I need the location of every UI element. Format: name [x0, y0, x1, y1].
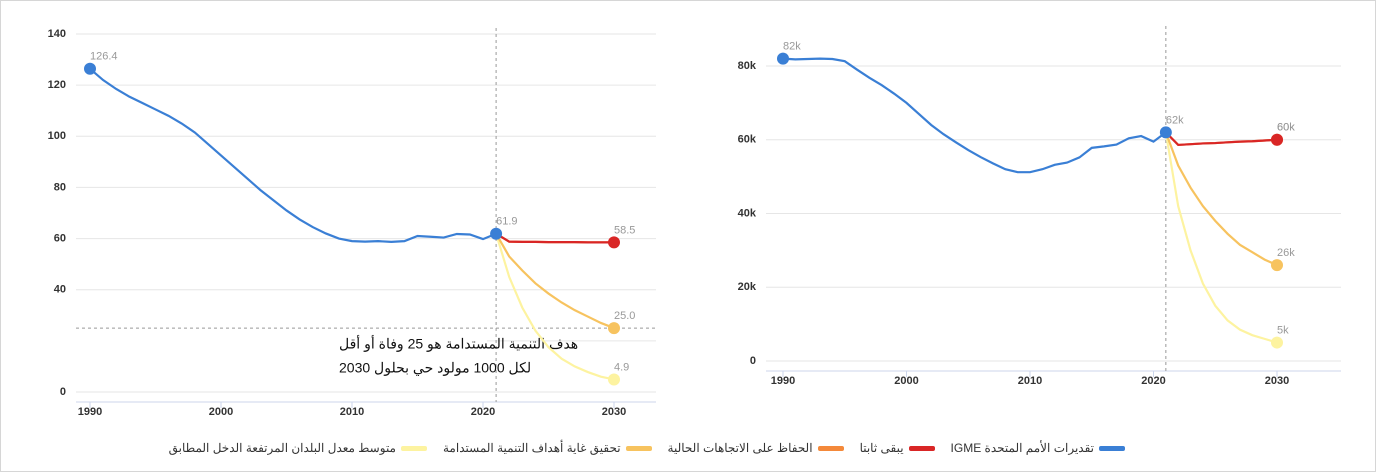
data-label: 82k — [783, 41, 801, 53]
point — [608, 373, 620, 386]
y-tick-label: 0 — [60, 386, 66, 398]
legend-label: يبقى ثابتا — [859, 441, 904, 455]
y-tick-label: 20k — [738, 281, 757, 293]
x-tick-label: 2020 — [1141, 375, 1165, 387]
legend-label: الحفاظ على الاتجاهات الحالية — [667, 441, 813, 455]
data-label: 126.4 — [90, 51, 118, 63]
legend-swatch — [908, 445, 935, 451]
point — [84, 62, 96, 75]
x-tick-label: 2000 — [209, 406, 233, 418]
legend-swatch — [401, 445, 427, 451]
x-tick-label: 2010 — [340, 406, 364, 418]
legend-swatch — [1099, 445, 1125, 451]
x-tick-label: 2010 — [1018, 375, 1042, 387]
legend-label: متوسط معدل البلدان المرتفعة الدخل المطاب… — [168, 441, 396, 455]
legend-item[interactable]: متوسط معدل البلدان المرتفعة الدخل المطاب… — [169, 441, 427, 455]
legend-item[interactable]: تقديرات الأمم المتحدة IGME — [951, 441, 1125, 455]
point — [490, 227, 503, 240]
y-tick-label: 140 — [48, 28, 66, 40]
series-line — [495, 233, 615, 381]
point — [1271, 259, 1283, 272]
legend-label: تحقيق غاية أهداف التنمية المستدامة — [443, 441, 621, 455]
y-tick-label: 60 — [54, 232, 66, 244]
point — [608, 236, 620, 249]
y-tick-label: 0 — [750, 355, 756, 367]
series-line — [1164, 132, 1278, 344]
x-tick-label: 2020 — [471, 406, 495, 418]
data-label: 60k — [1277, 122, 1295, 134]
x-tick-label: 2000 — [894, 375, 918, 387]
legend: تقديرات الأمم المتحدة IGME يبقى ثابتا الحف… — [169, 441, 1125, 455]
y-tick-label: 120 — [48, 79, 66, 91]
x-tick-label: 2030 — [602, 406, 626, 418]
y-tick-label: 40k — [738, 207, 757, 219]
data-label: 4.9 — [614, 361, 629, 373]
series-line — [1164, 131, 1278, 267]
data-label: 60k — [1277, 122, 1295, 134]
series-line — [89, 67, 497, 243]
x-tick-label: 1990 — [771, 375, 795, 387]
y-tick-label: 40 — [54, 284, 66, 296]
series-line — [495, 233, 615, 330]
y-tick-label: 60k — [738, 134, 757, 146]
legend-swatch — [817, 445, 844, 451]
y-tick-label: 100 — [48, 130, 66, 142]
data-label: 5k — [1277, 324, 1289, 336]
series-line — [782, 57, 1167, 174]
legend-item[interactable]: الحفاظ على الاتجاهات الحالية — [668, 441, 844, 455]
data-label: 58.5 — [614, 224, 635, 236]
y-tick-label: 80k — [738, 60, 757, 72]
x-tick-label: 2030 — [1265, 375, 1289, 387]
point — [608, 322, 620, 335]
point — [1271, 133, 1283, 146]
x-tick-label: 1990 — [78, 406, 102, 418]
annotation: هدف التنمية المستدامة هو 25 وفاة أو أقل — [339, 334, 578, 353]
point — [1271, 336, 1283, 349]
y-tick-label: 80 — [54, 181, 66, 193]
legend-swatch — [625, 445, 652, 451]
point — [777, 52, 789, 65]
legend-item[interactable]: يبقى ثابتا — [860, 441, 935, 455]
charts: 02040608010012014019902000201020202030هد… — [29, 26, 1341, 418]
series-line — [495, 232, 614, 244]
legend-label: تقديرات الأمم المتحدة IGME — [950, 441, 1094, 455]
data-label: 62k — [1166, 114, 1184, 126]
series-line — [1165, 131, 1278, 147]
data-label: 61.9 — [496, 216, 517, 228]
annotation: لكل 1000 مولود حي بحلول 2030 — [339, 360, 531, 377]
data-label: 26k — [1277, 247, 1295, 259]
annotation-box — [29, 331, 487, 383]
point — [1159, 126, 1172, 139]
legend-item[interactable]: تحقيق غاية أهداف التنمية المستدامة — [443, 441, 652, 455]
data-label: 25.0 — [614, 310, 635, 322]
